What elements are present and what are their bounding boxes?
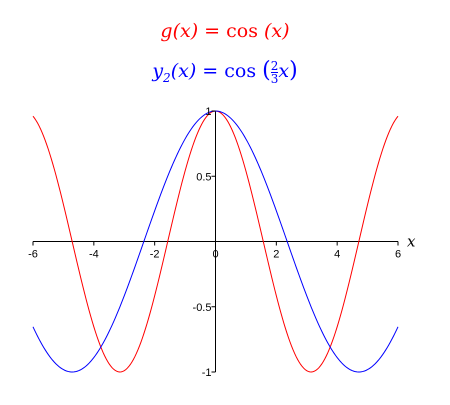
- ticks: -6 -4 -2 0 2 4 6 -1 -0.5 0.5 1 x: [28, 106, 416, 379]
- x-tick-label-4: 2: [273, 249, 279, 261]
- x-tick-label-2: -2: [150, 249, 160, 261]
- y-tick-label-0: -1: [202, 367, 212, 379]
- x-tick-label-1: -4: [89, 249, 99, 261]
- x-tick-label-0: -6: [28, 249, 38, 261]
- y-tick-label-1: -0.5: [193, 302, 212, 314]
- x-tick-label-5: 4: [334, 249, 340, 261]
- title-g: g(x) = cos (x): [160, 20, 290, 42]
- x-tick-label-6: 6: [395, 249, 401, 261]
- y-tick-label-3: 1: [205, 106, 211, 118]
- title-y2: y2(x) = cos (2 3 x): [152, 58, 298, 86]
- x-axis-label: x: [407, 233, 416, 251]
- y-tick-label-2: 0.5: [196, 171, 211, 183]
- x-tick-label-3: 0: [212, 249, 218, 261]
